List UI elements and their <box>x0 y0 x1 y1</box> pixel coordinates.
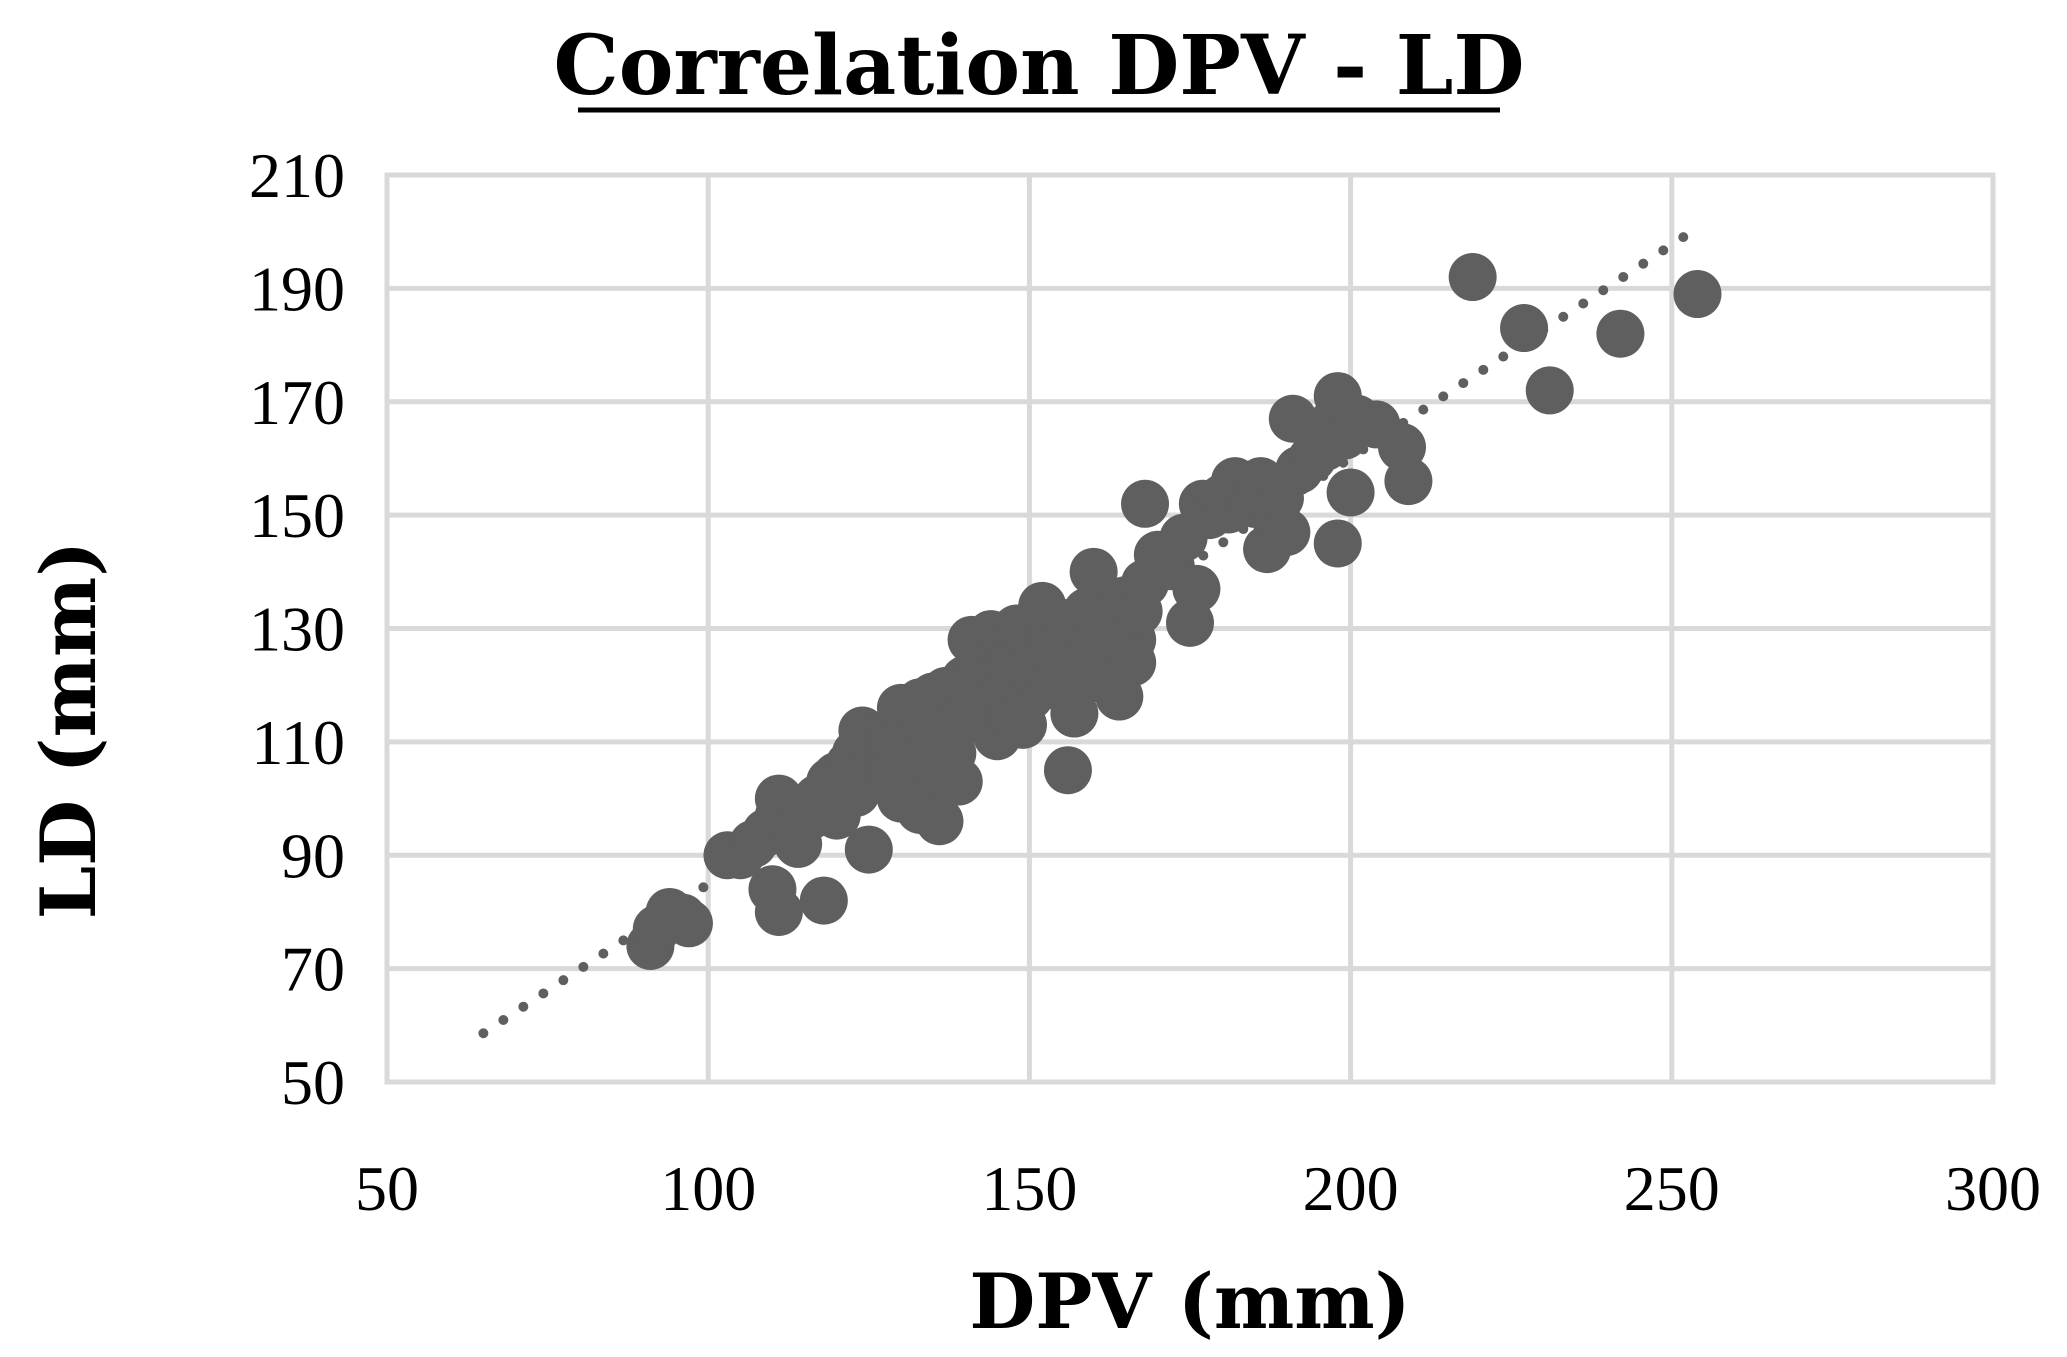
data-point <box>1121 479 1170 528</box>
data-point <box>1500 304 1549 353</box>
data-point <box>915 797 964 846</box>
y-tick-label: 150 <box>249 480 345 551</box>
y-tick-label: 70 <box>281 934 345 1005</box>
y-tick-label: 190 <box>249 253 345 324</box>
x-tick-label: 50 <box>355 1153 419 1224</box>
data-point <box>1172 564 1221 613</box>
data-point <box>664 899 713 948</box>
data-point <box>934 757 983 806</box>
x-tick-label: 200 <box>1303 1153 1399 1224</box>
data-point <box>1384 457 1433 506</box>
y-tick-label: 50 <box>281 1047 345 1118</box>
data-point <box>1313 519 1362 568</box>
x-axis-title: DPV (mm) <box>969 1257 1410 1346</box>
chart-title: Correlation DPV - LD <box>554 18 1525 114</box>
data-point <box>1326 468 1375 517</box>
data-point <box>1108 638 1157 687</box>
data-point <box>1069 547 1118 596</box>
data-point <box>1262 508 1311 557</box>
x-axis-ticks: 50 100 150 200 250 300 <box>355 1153 2041 1224</box>
plot-area <box>384 172 1996 1085</box>
y-axis-ticks: 50 70 90 110 130 150 170 190 210 <box>249 140 345 1118</box>
data-point <box>1268 394 1317 443</box>
data-point <box>1043 746 1092 795</box>
data-point <box>1525 366 1574 415</box>
y-tick-label: 130 <box>249 594 345 665</box>
x-tick-label: 100 <box>660 1153 756 1224</box>
y-axis-title: LD (mm) <box>24 541 113 920</box>
data-point <box>799 876 848 925</box>
x-tick-label: 250 <box>1624 1153 1720 1224</box>
y-tick-label: 170 <box>249 367 345 438</box>
y-tick-label: 90 <box>281 820 345 891</box>
data-point <box>1596 309 1645 358</box>
chart-title-group: Correlation DPV - LD <box>554 18 1525 114</box>
data-point <box>1673 270 1722 319</box>
y-tick-label: 210 <box>249 140 345 211</box>
x-tick-label: 300 <box>1945 1153 2041 1224</box>
data-point <box>754 887 803 936</box>
data-points <box>626 253 1722 970</box>
data-point <box>844 825 893 874</box>
y-tick-label: 110 <box>251 707 345 778</box>
x-tick-label: 150 <box>981 1153 1077 1224</box>
data-point <box>1448 253 1497 302</box>
